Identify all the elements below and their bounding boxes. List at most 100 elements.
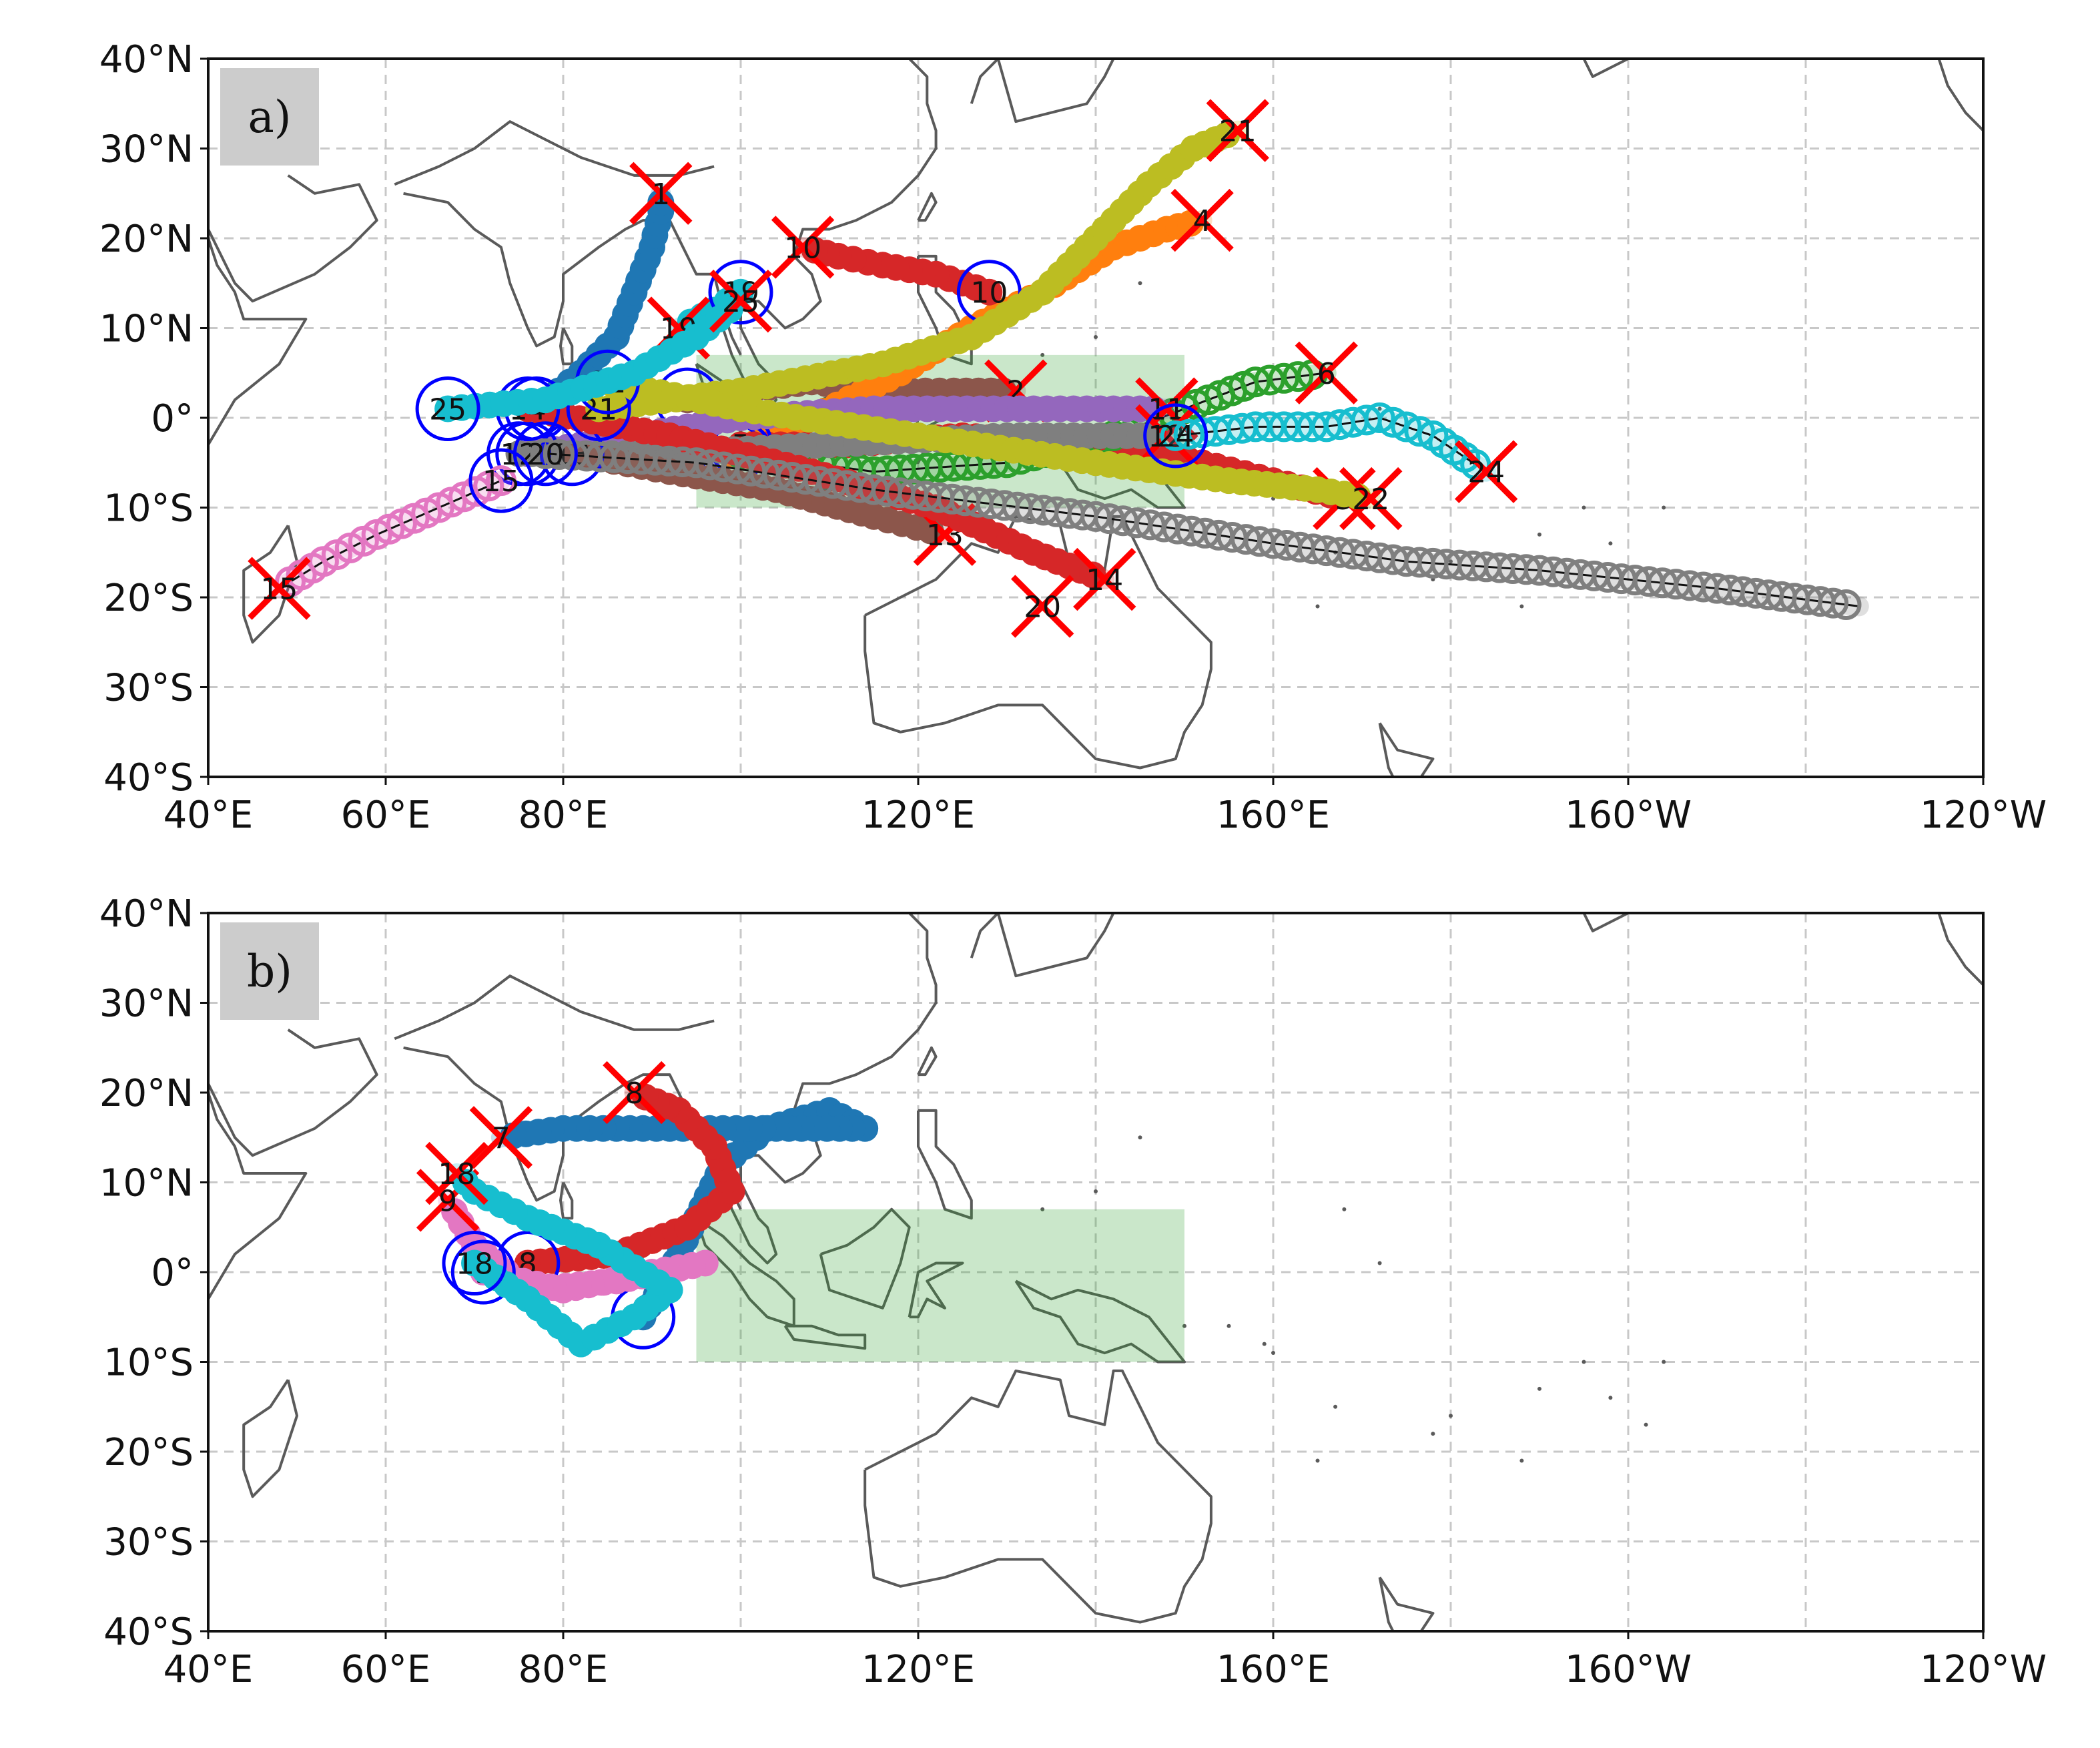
end-label: 21 bbox=[1219, 115, 1257, 149]
island bbox=[1040, 352, 1045, 357]
korea-japan bbox=[970, 59, 1115, 123]
y-tick-label: 10°N bbox=[99, 308, 194, 351]
island bbox=[1644, 1422, 1648, 1427]
start-marker bbox=[450, 1239, 516, 1305]
korea-japan bbox=[970, 913, 1115, 978]
y-tick-label: 0° bbox=[151, 1251, 194, 1295]
end-label: 25 bbox=[722, 285, 759, 319]
track-point bbox=[1254, 364, 1285, 396]
y-tick-label: 40°N bbox=[99, 38, 194, 81]
end-marker bbox=[629, 162, 693, 225]
island bbox=[1315, 1458, 1320, 1463]
end-label: 4 bbox=[1193, 204, 1212, 238]
alaska-coast bbox=[1582, 59, 1629, 78]
x-tick-labels: 40°E 60°E 80°E 120°E 160°E 160°W 120°W bbox=[163, 777, 2047, 837]
island bbox=[1519, 604, 1524, 609]
island bbox=[1537, 1386, 1541, 1391]
new-guinea bbox=[1014, 1279, 1186, 1364]
y-tick-label: 10°S bbox=[103, 1342, 194, 1385]
alaska-coast bbox=[1582, 913, 1629, 932]
north-america bbox=[1937, 913, 1983, 986]
north-america bbox=[1937, 59, 1983, 132]
x-tick-label: 80°E bbox=[518, 794, 609, 837]
x-tick-label: 160°E bbox=[1216, 794, 1330, 837]
x-tick-label: 160°W bbox=[1565, 794, 1692, 837]
end-marker bbox=[1011, 575, 1074, 638]
end-marker bbox=[1135, 404, 1198, 468]
new-zealand-south bbox=[1335, 1640, 1397, 1685]
y-tick-label: 10°N bbox=[99, 1162, 194, 1205]
x-tick-label: 80°E bbox=[518, 1648, 609, 1691]
tracks: 1122445566101011111212131314141515191920… bbox=[248, 99, 1869, 638]
africa-coast bbox=[208, 1092, 308, 1300]
island bbox=[1449, 1414, 1453, 1418]
end-label: 7 bbox=[492, 1121, 510, 1155]
region-box bbox=[696, 1209, 1184, 1362]
end-label: 20 bbox=[1024, 590, 1061, 624]
borneo bbox=[819, 1207, 911, 1309]
island bbox=[1608, 1396, 1613, 1400]
track-25: 25 25 bbox=[415, 269, 773, 442]
island bbox=[1138, 1135, 1142, 1140]
y-tick-label: 20°N bbox=[99, 218, 194, 261]
y-tick-label: 20°N bbox=[99, 1072, 194, 1115]
x-tick-label: 60°E bbox=[341, 794, 431, 837]
end-label: 1 bbox=[651, 178, 670, 212]
island bbox=[1342, 1207, 1347, 1211]
island bbox=[1182, 1324, 1186, 1328]
panel-a: 1122445566101011111212131314141515191920… bbox=[99, 38, 2047, 837]
track-point bbox=[1269, 362, 1299, 394]
panel-label: a) bbox=[248, 91, 291, 143]
y-tick-label: 30°S bbox=[103, 667, 194, 710]
sulawesi bbox=[908, 1261, 964, 1319]
track-point bbox=[1404, 416, 1435, 447]
track-point bbox=[1283, 361, 1314, 392]
arabia-coast bbox=[208, 174, 378, 303]
new-zealand bbox=[1378, 1576, 1435, 1631]
island bbox=[1582, 505, 1586, 510]
y-tick-label: 30°N bbox=[99, 982, 194, 1026]
coastline bbox=[208, 913, 1983, 1685]
end-label: 24 bbox=[1467, 456, 1505, 490]
x-tick-label: 120°E bbox=[861, 1648, 975, 1691]
arabia-coast bbox=[208, 1029, 378, 1157]
region-box-rect bbox=[696, 1209, 1184, 1362]
start-marker bbox=[1143, 403, 1208, 469]
y-tick-label: 30°N bbox=[99, 128, 194, 172]
panel-label-box bbox=[220, 922, 319, 1020]
end-label: 14 bbox=[1086, 563, 1123, 597]
y-tick-label: 10°S bbox=[103, 487, 194, 531]
new-zealand-south bbox=[1335, 786, 1397, 831]
end-marker bbox=[1073, 547, 1136, 611]
y-tick-labels: 40°N 30°N 20°N 10°N 0° 10°S 20°S 30°S 40°S bbox=[99, 892, 208, 1654]
end-marker bbox=[1170, 188, 1234, 252]
taiwan bbox=[917, 1046, 938, 1077]
island bbox=[1662, 1360, 1666, 1364]
island bbox=[1431, 1432, 1435, 1436]
x-tick-label: 160°W bbox=[1565, 1648, 1692, 1691]
java bbox=[783, 1324, 867, 1350]
track-point bbox=[1460, 449, 1491, 480]
x-tick-label: 120°E bbox=[861, 794, 975, 837]
island bbox=[1582, 1360, 1586, 1364]
y-tick-label: 40°N bbox=[99, 892, 194, 936]
island bbox=[1094, 1189, 1098, 1193]
end-marker bbox=[771, 216, 835, 279]
track-point bbox=[275, 566, 306, 597]
start-label: 25 bbox=[429, 393, 466, 427]
start-label: 18 bbox=[456, 1247, 493, 1281]
island bbox=[1315, 604, 1320, 609]
end-marker bbox=[1339, 467, 1403, 531]
track-point bbox=[1364, 402, 1395, 433]
start-marker bbox=[512, 421, 578, 487]
madagascar bbox=[242, 1379, 298, 1498]
island bbox=[1333, 1404, 1338, 1409]
end-label: 22 bbox=[1352, 483, 1389, 517]
end-marker bbox=[1455, 440, 1518, 503]
x-tick-label: 40°E bbox=[163, 1648, 254, 1691]
philippines bbox=[917, 1109, 973, 1220]
island bbox=[1094, 334, 1098, 339]
